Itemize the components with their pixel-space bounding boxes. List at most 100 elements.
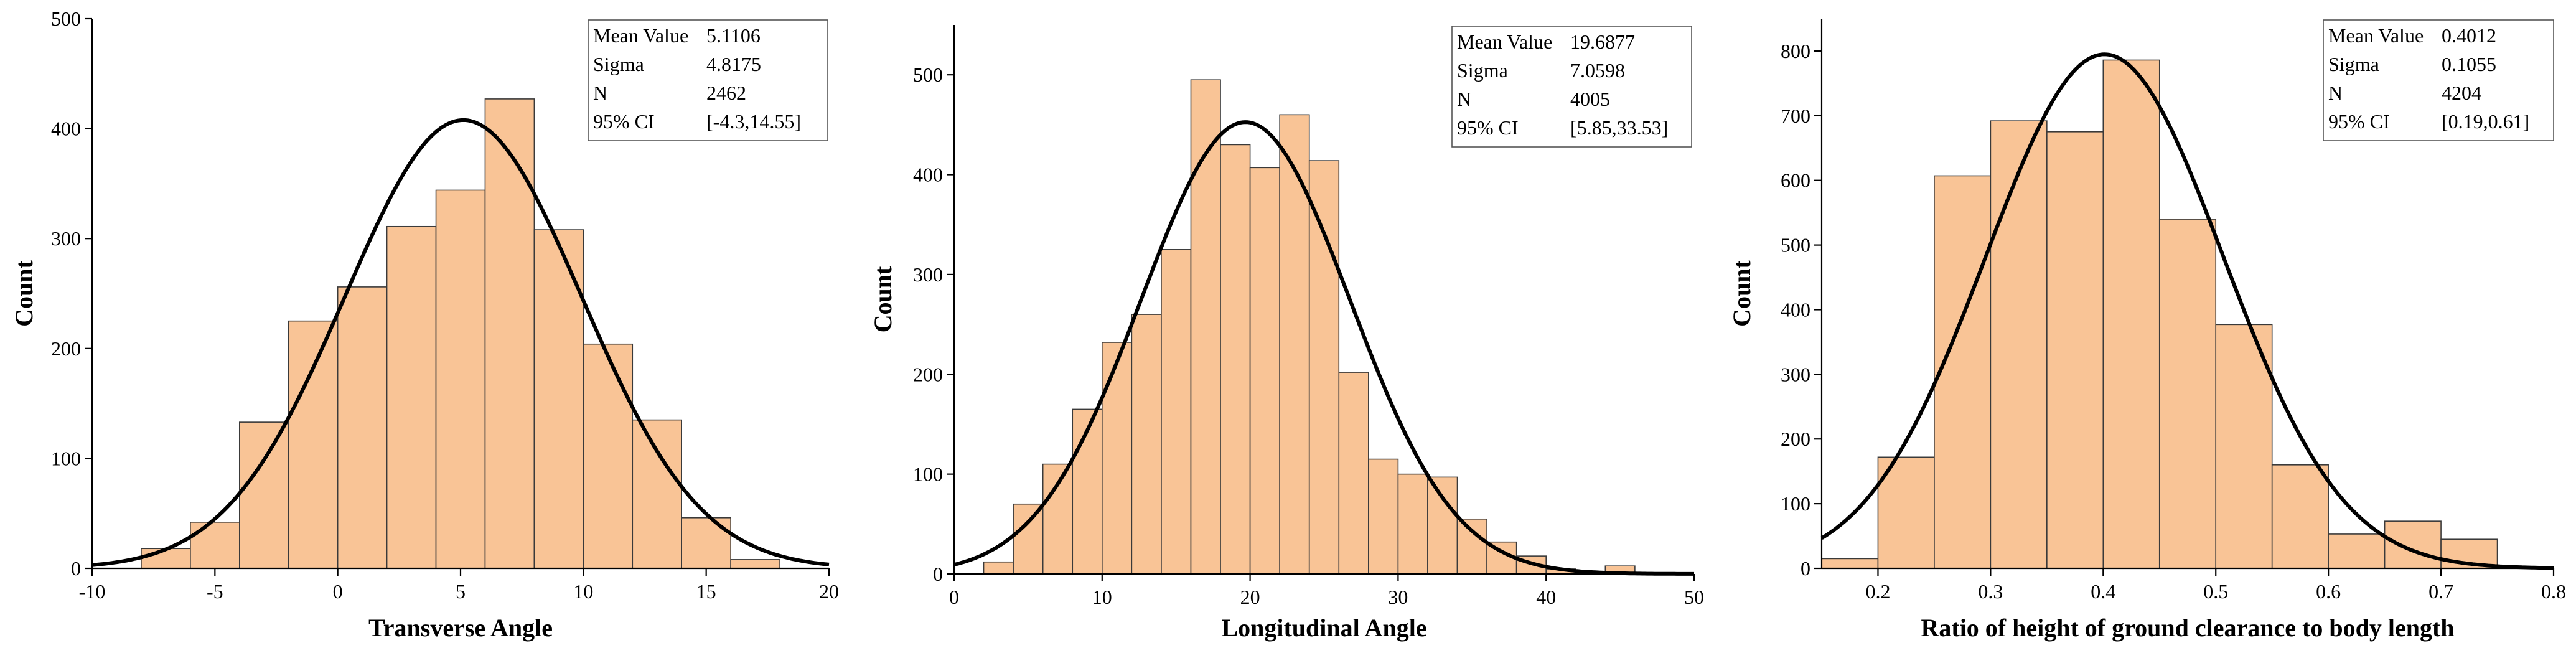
stats-label: 95% CI	[593, 110, 655, 133]
y-tick-label: 500	[1781, 234, 1810, 256]
histogram-bar	[1338, 372, 1369, 575]
normal-fit-curve	[1820, 52, 2554, 570]
histogram-bar	[1220, 144, 1251, 575]
histogram-bar	[1934, 175, 1992, 569]
y-tick-label: 100	[913, 463, 943, 486]
stats-box-frame	[588, 19, 828, 141]
histogram-bars	[141, 98, 780, 569]
x-tick-label: 0.7	[2428, 580, 2453, 603]
histogram-bar	[141, 548, 191, 569]
x-tick-label: 0.5	[2203, 580, 2228, 603]
histogram-bars	[1821, 59, 2498, 569]
histogram-bar	[1101, 342, 1133, 575]
x-tick-label: -5	[207, 580, 223, 603]
stats-label: 95% CI	[2328, 110, 2390, 133]
x-tick-label: 5	[456, 580, 466, 603]
histogram-bar	[2271, 464, 2329, 569]
stats-label: Sigma	[593, 53, 644, 75]
stats-value: 5.1106	[706, 24, 761, 47]
longitudinal-angle-histogram: 0 100 200 300 400 500 0 10 20 30 40 50 Longitudinal …	[859, 0, 1718, 658]
histogram-bar	[2328, 533, 2386, 569]
histogram-bar	[1397, 473, 1428, 575]
x-axis-title: Ratio of height of ground clearance to b…	[1921, 614, 2454, 642]
y-tick-label: 0	[1801, 557, 1810, 580]
x-tick-label: 15	[696, 580, 716, 603]
x-tick-label: 10	[573, 580, 593, 603]
y-tick-label: 100	[51, 447, 81, 469]
y-axis-ticks: 0 100 200 300 400 500 600 700 800	[1781, 40, 1822, 580]
x-tick-label: 20	[1240, 586, 1260, 608]
y-axis-ticks: 0 100 200 300 400 500	[51, 7, 92, 580]
x-axis-ticks: 0 10 20 30 40 50	[949, 574, 1704, 608]
histogram-bar	[337, 286, 388, 569]
stats-label: N	[593, 82, 607, 104]
histogram-bar	[1308, 160, 1340, 575]
y-tick-label: 800	[1781, 40, 1810, 62]
histogram-bar	[983, 561, 1014, 575]
stats-value: 4.8175	[706, 53, 761, 75]
histogram-bar	[1368, 458, 1399, 575]
normal-fit-curve	[91, 118, 830, 567]
x-tick-label: 30	[1388, 586, 1408, 608]
y-tick-label: 200	[913, 363, 943, 385]
x-tick-label: 0	[333, 580, 343, 603]
y-tick-label: 300	[51, 227, 81, 250]
histogram-bar	[583, 343, 634, 569]
histogram-bar	[288, 320, 339, 569]
histogram-bar	[730, 559, 780, 569]
histogram-bar	[1249, 167, 1280, 575]
ground-clearance-ratio-plot: 0 100 200 300 400 500 600 700 800 0.2 0.3 0.4 0.5 0.6…	[1728, 19, 2566, 642]
x-tick-label: 10	[1092, 586, 1112, 608]
y-tick-label: 400	[51, 118, 81, 140]
y-tick-label: 200	[51, 337, 81, 360]
histogram-bar	[681, 517, 731, 569]
y-tick-label: 0	[933, 563, 943, 585]
histogram-bars	[983, 79, 1636, 575]
x-tick-label: 0	[949, 586, 959, 608]
histogram-bar	[2046, 131, 2104, 569]
stats-value: 4204	[2442, 82, 2481, 104]
x-axis-ticks: 0.2 0.3 0.4 0.5 0.6 0.7 0.8	[1865, 568, 2566, 603]
y-tick-label: 400	[913, 164, 943, 186]
y-tick-label: 0	[71, 557, 81, 580]
x-tick-label: 0.2	[1865, 580, 1890, 603]
x-axis-ticks: -10 -5 0 5 10 15 20	[79, 568, 839, 603]
x-tick-label: 40	[1536, 586, 1556, 608]
y-axis-title: Count	[10, 260, 38, 326]
histogram-bar	[632, 419, 682, 569]
histogram-bar	[190, 522, 240, 569]
stats-value: [0.19,0.61]	[2442, 110, 2529, 133]
stats-label: Mean Value	[2328, 24, 2424, 47]
x-tick-label: 20	[819, 580, 839, 603]
y-tick-label: 600	[1781, 169, 1810, 192]
stats-label: Mean Value	[593, 24, 688, 47]
stats-value: 2462	[706, 82, 746, 104]
stats-value: 7.0598	[1570, 59, 1625, 82]
y-axis-title: Count	[1728, 260, 1756, 326]
x-tick-label: 50	[1684, 586, 1704, 608]
y-tick-label: 300	[1781, 363, 1810, 385]
stats-value: 4005	[1570, 88, 1610, 110]
stats-label: Mean Value	[1457, 31, 1552, 53]
stats-box: Mean Value 5.1106 Sigma 4.8175 N 2462 95% CI [-…	[588, 19, 828, 141]
stats-label: N	[2328, 82, 2343, 104]
histogram-bar	[484, 98, 535, 569]
stats-value: 0.1055	[2442, 53, 2496, 75]
y-tick-label: 500	[913, 63, 943, 86]
y-tick-label: 500	[51, 7, 81, 30]
transverse-angle-plot: 0 100 200 300 400 500 -10 -5 0 5 10 15 20 Transverse …	[10, 7, 839, 642]
histogram-bar	[1161, 249, 1192, 575]
stats-label: Sigma	[1457, 59, 1508, 82]
stats-box-frame	[1451, 26, 1692, 148]
histogram-bar	[2215, 324, 2273, 569]
transverse-angle-histogram: 0 100 200 300 400 500 -10 -5 0 5 10 15 20 Transverse …	[0, 0, 859, 658]
stats-value: [-4.3,14.55]	[706, 110, 801, 133]
histogram-bar	[2158, 219, 2217, 569]
y-tick-label: 700	[1781, 105, 1810, 127]
histogram-bar	[1990, 120, 2048, 569]
stats-box: Mean Value 19.6877 Sigma 7.0598 N 4005 95% CI […	[1451, 26, 1692, 148]
stats-box: Mean Value 0.4012 Sigma 0.1055 N 4204 95% CI [0…	[2323, 19, 2554, 141]
histogram-bar	[435, 189, 486, 569]
y-tick-label: 400	[1781, 298, 1810, 321]
